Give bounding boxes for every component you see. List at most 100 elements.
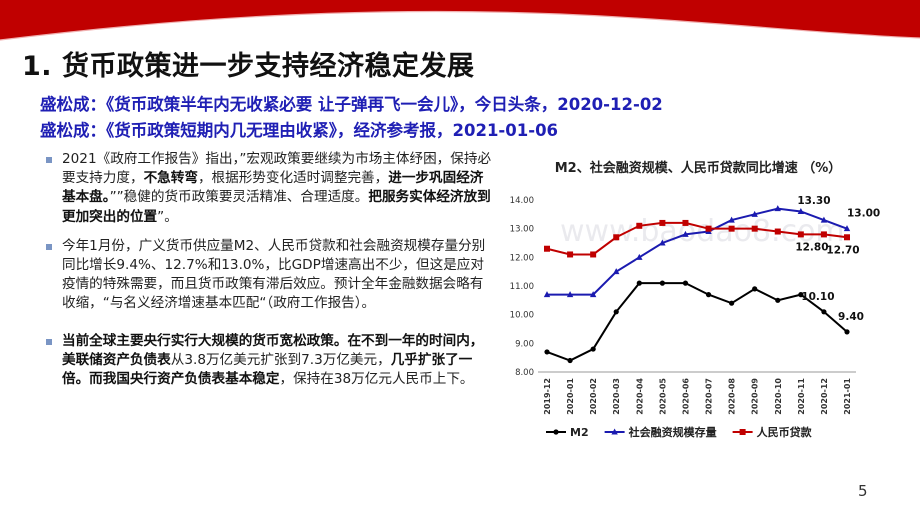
x-tick-label: 2020-06 — [681, 378, 690, 415]
bullet-text: ，保持在38万亿元人民币上下。 — [279, 371, 474, 388]
y-tick-label: 14.00 — [510, 196, 534, 206]
data-point — [544, 245, 550, 252]
data-point — [544, 349, 550, 355]
x-tick-label: 2020-05 — [658, 378, 667, 415]
x-tick-label: 2020-10 — [774, 378, 783, 415]
data-point — [636, 280, 642, 286]
data-point — [682, 280, 689, 286]
data-point — [613, 309, 619, 315]
data-point — [613, 234, 620, 241]
data-label: 10.10 — [801, 291, 834, 303]
bullet-emphasis: 几乎扩张了一倍。而我国央行资产负债表基本稳定 — [62, 351, 473, 388]
bullet-square-icon — [46, 338, 52, 345]
data-point — [636, 253, 643, 260]
x-tick-label: 2021-01 — [843, 378, 852, 415]
series-line — [546, 221, 848, 256]
x-tick-label: 2020-02 — [589, 378, 598, 415]
bullet-item: 今年1月份，广义货币供应量M2、人民币贷款和社会融资规模存量分别同比增长9.4%… — [46, 237, 494, 314]
data-point — [820, 231, 827, 238]
bullet-text: ”。 — [157, 208, 178, 225]
x-tick-label: 2020-12 — [820, 378, 829, 415]
legend-label: M2 — [570, 426, 589, 439]
bullet-emphasis: 进一步巩固经济基本盘。 — [62, 170, 484, 206]
x-tick-label: 2020-11 — [797, 378, 806, 415]
legend-marker — [553, 429, 559, 435]
data-point — [820, 216, 828, 223]
data-label: 13.30 — [797, 195, 830, 207]
data-point — [682, 230, 689, 237]
data-point — [844, 234, 850, 241]
data-point — [682, 219, 689, 226]
data-point — [774, 228, 781, 235]
data-point — [843, 225, 851, 232]
y-tick-label: 8.00 — [515, 368, 534, 378]
chart-title: M2、社会融资规模、人民币贷款同比增速 （%） — [555, 160, 842, 176]
data-point — [728, 216, 735, 223]
x-tick-label: 2020-09 — [751, 378, 760, 415]
chart-svg: M2、社会融资规模、人民币贷款同比增速 （%） 8.00 9.00 10.00 11.… — [510, 160, 881, 439]
legend-marker — [611, 428, 618, 435]
data-label: 13.00 — [847, 208, 880, 220]
data-point — [775, 297, 781, 303]
legend-label: 人民币贷款 — [757, 425, 813, 439]
y-tick-label: 11.00 — [510, 282, 534, 292]
header-decoration — [0, 0, 920, 58]
data-point — [659, 219, 666, 226]
data-point — [566, 291, 574, 298]
bullet-text: ，根据形势变化适时调整完善， — [197, 170, 389, 187]
data-point — [567, 357, 573, 364]
data-point — [844, 329, 850, 335]
data-point — [705, 292, 712, 298]
data-point — [821, 309, 827, 315]
data-point — [567, 251, 574, 258]
data-point — [797, 207, 805, 214]
x-tick-label: 2020-08 — [728, 378, 737, 415]
data-point — [798, 292, 804, 298]
bullet-text: 从3.8万亿美元扩张到7.3万亿美元， — [170, 351, 391, 368]
data-point — [659, 280, 665, 286]
data-point — [590, 251, 597, 258]
legend-marker — [739, 429, 746, 435]
data-point — [659, 239, 666, 246]
bullet-text: ””稳健的货币政策要灵活精准、合理适度。 — [109, 189, 369, 206]
data-label: 12.80 — [795, 241, 828, 253]
bullet-emphasis: 把服务实体经济放到更加突出的位置 — [62, 189, 491, 225]
line-chart: M2、社会融资规模、人民币贷款同比增速 （%） 8.00 9.00 10.00 11.… — [498, 148, 898, 448]
data-label: 9.40 — [838, 311, 864, 323]
series-line — [547, 207, 848, 296]
bullet-text: 今年1月份，广义货币供应量M2、人民币贷款和社会融资规模存量分别同比增长9.4%… — [62, 237, 486, 312]
y-tick-label: 10.00 — [510, 311, 534, 321]
data-point — [729, 300, 735, 306]
bullet-square-icon — [46, 157, 52, 163]
legend-label: 社会融资规模存量 — [628, 425, 717, 439]
x-tick-label: 2020-03 — [612, 378, 621, 415]
bullet-list: 2021《政府工作报告》指出，”宏观政策要继续为市场主体纾困，保持必要支持力度，… — [46, 150, 494, 389]
data-point — [590, 346, 596, 352]
bullet-emphasis: 当前全球主要央行实行大规模的货币宽松政策。在不到一年的时间内，美联储资产负债表 — [62, 332, 484, 368]
series-line — [546, 282, 848, 362]
data-point — [751, 225, 758, 232]
reference-line: 盛松成：《货币政策短期内几无理由收紧》，经济参考报，2021-01-06 — [40, 121, 559, 140]
bullet-text: 2021《政府工作报告》指出，”宏观政策要继续为市场主体纾困，保持必要支持力度， — [62, 151, 492, 187]
data-point — [589, 291, 597, 298]
data-point — [613, 268, 620, 275]
y-tick-label: 13.00 — [510, 225, 534, 235]
y-tick-label: 9.00 — [515, 339, 534, 349]
bullet-item: 当前全球主要央行实行大规模的货币宽松政策。在不到一年的时间内，美联储资产负债表从… — [46, 332, 494, 390]
data-point — [751, 210, 758, 217]
data-point — [752, 286, 758, 292]
data-point — [636, 222, 643, 229]
bullet-square-icon — [46, 243, 52, 250]
data-point — [705, 225, 712, 232]
page-number: 5 — [858, 482, 868, 500]
x-tick-label: 2020-01 — [566, 378, 575, 415]
bullet-emphasis: 不急转弯 — [143, 170, 198, 187]
data-point — [728, 225, 735, 232]
slide-title: 1. 货币政策进一步支持经济稳定发展 — [22, 51, 475, 82]
data-point — [797, 231, 804, 238]
y-tick-label: 12.00 — [510, 253, 534, 263]
data-point — [543, 291, 551, 298]
reference-line: 盛松成：《货币政策半年内无收紧必要 让子弹再飞一会儿》，今日头条，2020-12… — [40, 95, 663, 114]
header-wave — [0, 0, 920, 41]
x-tick-label: 2020-07 — [705, 378, 714, 415]
